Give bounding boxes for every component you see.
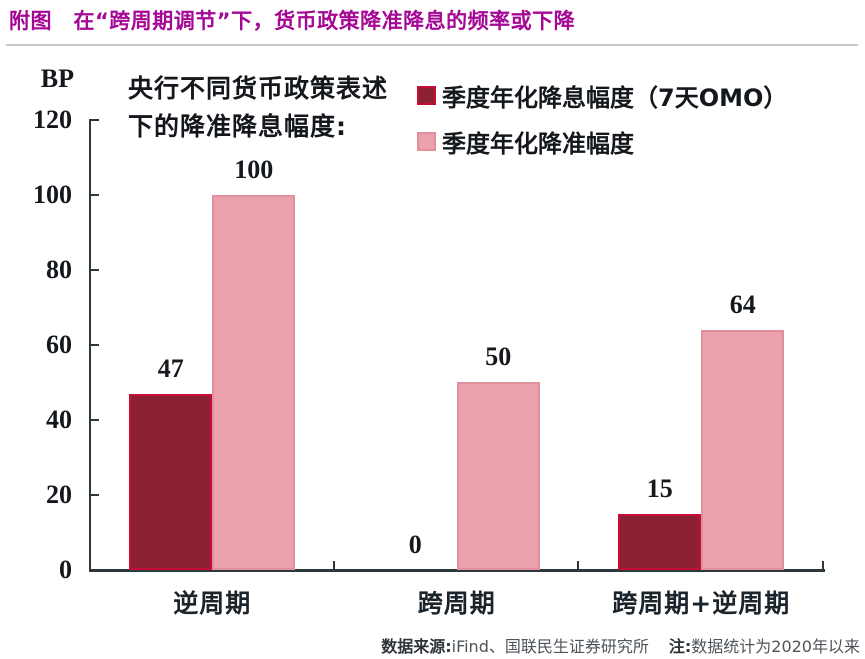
- y-tick-label: 60: [46, 330, 72, 359]
- x-category-label: 跨周期: [417, 589, 496, 618]
- y-tick-label: 0: [59, 555, 72, 584]
- x-axis-line: [89, 569, 825, 572]
- y-axis-unit-label: BP: [40, 64, 74, 93]
- y-axis-tick: [91, 269, 99, 271]
- bar-rrr-cut: [212, 195, 296, 570]
- y-axis-tick: [91, 419, 99, 421]
- x-axis-tick: [332, 561, 335, 570]
- figure-title: 附图 在“跨周期调节”下，货币政策降准降息的频率或下降: [9, 9, 576, 33]
- x-axis-tick: [821, 561, 824, 570]
- y-axis-line: [89, 119, 91, 571]
- x-category-label: 跨周期+逆周期: [612, 589, 791, 618]
- y-axis-tick: [91, 194, 99, 196]
- bar-value-label: 0: [408, 530, 422, 559]
- bar-value-label: 50: [485, 342, 512, 371]
- bar-value-label: 64: [729, 290, 756, 319]
- bar-value-label: 15: [646, 474, 673, 503]
- data-source-text: iFind、国联民生证券研究所: [451, 637, 649, 656]
- x-axis-tick: [577, 561, 579, 570]
- data-source-label: 数据来源:: [381, 637, 452, 656]
- y-tick-label: 100: [33, 180, 72, 209]
- y-tick-label: 40: [46, 405, 72, 434]
- y-tick-label: 20: [46, 480, 72, 509]
- note-label: 注:: [668, 637, 692, 656]
- bar-rrr-cut: [701, 330, 785, 570]
- legend-item-rate-cut: 季度年化降息幅度（7天OMO）: [417, 78, 787, 113]
- x-category-label: 逆周期: [173, 589, 252, 618]
- y-axis-tick: [91, 119, 99, 121]
- note-text: 数据统计为2020年以来: [691, 637, 860, 656]
- footer-note: 数据来源:iFind、国联民生证券研究所 注:数据统计为2020年以来: [381, 633, 860, 657]
- bar-rate-cut: [618, 514, 702, 570]
- title-separator: [6, 44, 858, 46]
- bar-rate-cut: [129, 394, 213, 570]
- legend-item-rrr-cut: 季度年化降准幅度: [417, 124, 634, 159]
- y-axis-tick: [91, 344, 99, 346]
- legend-label-rrr-cut: 季度年化降准幅度: [442, 130, 634, 158]
- bar-value-label: 47: [157, 354, 184, 383]
- annotation-line-1: 央行不同货币政策表述: [128, 74, 389, 103]
- bar-value-label: 100: [234, 155, 274, 184]
- y-tick-label: 80: [46, 255, 72, 284]
- legend-swatch-rrr-cut: [417, 132, 436, 151]
- bar-rrr-cut: [456, 382, 540, 570]
- chart-annotation: 央行不同货币政策表述 下的降准降息幅度:: [128, 70, 388, 146]
- y-axis-tick: [91, 494, 99, 496]
- annotation-line-2: 下的降准降息幅度:: [128, 112, 347, 141]
- legend-label-rate-cut: 季度年化降息幅度（7天OMO）: [442, 84, 788, 112]
- y-tick-label: 120: [33, 105, 72, 134]
- legend-swatch-rate-cut: [417, 86, 436, 105]
